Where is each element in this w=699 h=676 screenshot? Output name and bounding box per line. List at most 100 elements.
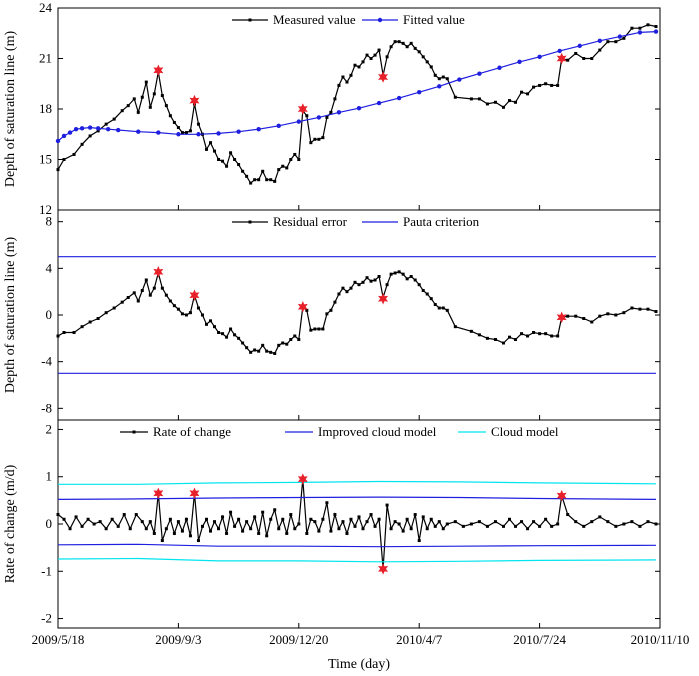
outlier-star bbox=[189, 289, 200, 301]
data-point bbox=[445, 522, 449, 526]
data-point bbox=[637, 30, 643, 35]
data-point bbox=[86, 517, 90, 521]
data-point bbox=[256, 127, 261, 132]
data-point bbox=[401, 41, 405, 45]
data-point bbox=[445, 77, 449, 81]
data-point bbox=[277, 168, 281, 172]
data-point bbox=[413, 513, 417, 517]
data-point bbox=[55, 138, 61, 144]
data-point bbox=[622, 522, 626, 526]
data-point bbox=[120, 109, 124, 113]
data-point bbox=[617, 34, 623, 39]
data-point bbox=[353, 280, 357, 284]
data-point bbox=[614, 40, 618, 44]
legend-label: Residual error bbox=[273, 214, 348, 229]
data-point bbox=[349, 286, 353, 290]
panel-measured-fitted: 12 15 18 21 24 Depth of saturation line (m) Me… bbox=[3, 0, 661, 217]
panel-rate-of-change: -2 -1 0 1 2 Rate of change (m/d) Rate of chang… bbox=[3, 419, 661, 629]
legend-marker bbox=[248, 18, 252, 22]
data-point bbox=[80, 142, 84, 146]
data-point bbox=[538, 83, 542, 87]
data-point bbox=[614, 524, 618, 528]
data-point bbox=[61, 133, 67, 139]
data-point bbox=[196, 539, 200, 543]
x-tick-label: 2009/12/20 bbox=[269, 632, 328, 647]
data-point bbox=[80, 524, 84, 528]
x-axis-label: Time (day) bbox=[328, 657, 390, 672]
data-point bbox=[421, 55, 425, 59]
data-point bbox=[353, 63, 357, 67]
data-point bbox=[56, 334, 60, 338]
y-tick-label: -4 bbox=[41, 354, 52, 369]
data-point bbox=[273, 352, 277, 355]
data-point bbox=[429, 517, 433, 521]
data-point bbox=[297, 522, 301, 526]
legend-label: Cloud model bbox=[491, 424, 559, 439]
data-point bbox=[337, 292, 341, 296]
legend-marker bbox=[132, 430, 136, 434]
data-point bbox=[313, 137, 317, 141]
series-line bbox=[57, 543, 657, 548]
data-point bbox=[104, 311, 108, 315]
data-point bbox=[80, 325, 84, 329]
data-point bbox=[550, 334, 554, 338]
data-point bbox=[148, 520, 152, 524]
data-point bbox=[74, 515, 78, 519]
data-point bbox=[441, 75, 445, 79]
data-point bbox=[296, 119, 301, 124]
data-point bbox=[538, 524, 542, 528]
data-point bbox=[397, 270, 401, 274]
x-tick-label: 2009/5/18 bbox=[32, 632, 85, 647]
data-point bbox=[508, 335, 511, 339]
data-point bbox=[550, 524, 554, 528]
data-point bbox=[353, 524, 357, 528]
data-point bbox=[556, 83, 560, 87]
data-point bbox=[622, 36, 626, 40]
outlier-star bbox=[297, 473, 308, 485]
data-point bbox=[550, 83, 554, 87]
data-point bbox=[421, 289, 425, 292]
data-point bbox=[401, 272, 405, 276]
data-point bbox=[277, 527, 281, 531]
data-point bbox=[253, 178, 257, 182]
y-axis-label: Rate of change (m/d) bbox=[3, 464, 18, 583]
data-point bbox=[257, 178, 261, 182]
data-point bbox=[493, 338, 497, 341]
data-point bbox=[413, 46, 417, 50]
data-point bbox=[469, 522, 473, 526]
data-point bbox=[136, 129, 141, 134]
data-point bbox=[630, 520, 634, 524]
data-point bbox=[176, 307, 180, 311]
data-point bbox=[421, 515, 425, 519]
data-point bbox=[245, 174, 249, 178]
data-point bbox=[168, 299, 172, 303]
data-point bbox=[87, 125, 93, 130]
data-point bbox=[62, 517, 66, 521]
legend-label: Improved cloud model bbox=[318, 424, 437, 439]
data-point bbox=[116, 524, 120, 528]
data-point bbox=[654, 522, 658, 526]
data-point bbox=[469, 97, 473, 101]
data-point bbox=[566, 314, 570, 318]
data-point bbox=[556, 334, 560, 338]
data-point bbox=[373, 53, 377, 57]
outlier-star bbox=[378, 71, 389, 83]
y-axis-label: Depth of saturation line (m) bbox=[3, 31, 18, 188]
series-line bbox=[57, 557, 657, 563]
data-point bbox=[630, 26, 634, 30]
data-point bbox=[221, 332, 225, 336]
data-point bbox=[501, 105, 505, 109]
data-point bbox=[577, 43, 582, 49]
data-point bbox=[396, 95, 402, 101]
data-point bbox=[160, 539, 164, 543]
data-point bbox=[537, 54, 542, 60]
data-point bbox=[241, 341, 245, 345]
data-point bbox=[233, 333, 237, 337]
data-point bbox=[349, 73, 353, 77]
data-point bbox=[136, 299, 140, 303]
data-point bbox=[425, 60, 429, 64]
data-point bbox=[638, 524, 642, 528]
data-point bbox=[237, 163, 241, 167]
y-tick-label: 1 bbox=[46, 469, 53, 484]
data-point bbox=[217, 158, 221, 161]
